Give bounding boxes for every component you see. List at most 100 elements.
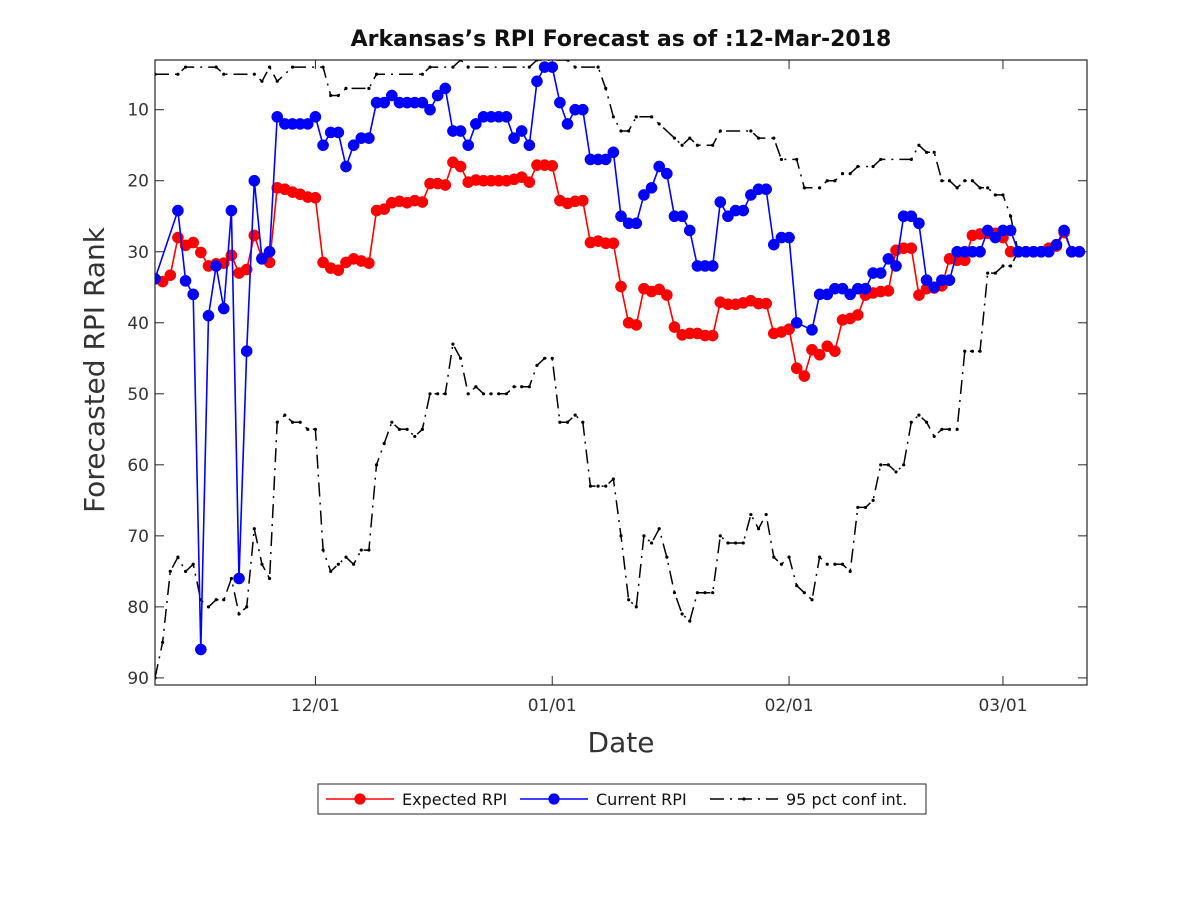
ci-point [726, 541, 730, 545]
current-rpi-point [523, 139, 536, 152]
ci-point [489, 392, 493, 396]
expected-rpi-point [660, 289, 673, 301]
ci-point [772, 555, 776, 559]
expected-rpi-point [546, 159, 559, 172]
ci-point [275, 420, 279, 424]
current-rpi-point [263, 245, 276, 258]
ci-point [397, 427, 402, 431]
expected-rpi-point [378, 203, 391, 215]
legend-swatch-marker [742, 797, 746, 801]
ci-point [428, 392, 432, 396]
ci-point [222, 598, 226, 602]
y-tick-label: 90 [127, 669, 149, 689]
current-rpi-point [1073, 245, 1086, 258]
ci-point [581, 420, 585, 424]
expected-rpi-point [187, 236, 200, 249]
ci-point [619, 534, 623, 538]
ci-point [321, 65, 325, 69]
ci-point [917, 143, 921, 147]
ci-point [688, 136, 692, 140]
expected-rpi-point [630, 319, 643, 331]
ci-point [963, 349, 967, 353]
ci-point [947, 427, 952, 431]
current-rpi-point [194, 643, 207, 656]
current-rpi-point [676, 210, 688, 223]
ci-point [672, 591, 677, 595]
ci-point [344, 555, 348, 559]
current-rpi-point [576, 103, 589, 116]
ci-point [474, 385, 478, 389]
ci-point [527, 65, 531, 69]
ci-point [657, 122, 661, 126]
ci-point [374, 463, 379, 467]
current-rpi-point [515, 125, 528, 137]
ci-point [336, 93, 340, 98]
ci-point [458, 60, 463, 62]
current-rpi-point [1058, 224, 1070, 237]
ci-point [688, 619, 692, 623]
ci-point [329, 93, 333, 98]
ci-point [374, 72, 379, 76]
ci-point [604, 484, 608, 488]
ci-point [390, 420, 394, 424]
expected-rpi-point [615, 280, 627, 293]
y-axis-label: Forecasted RPI Rank [78, 226, 111, 513]
y-tick-label: 10 [127, 101, 149, 121]
current-rpi-point [760, 183, 772, 196]
ci-point [978, 349, 982, 353]
current-rpi-point [217, 302, 230, 315]
ci-point [649, 541, 654, 545]
ci-point [206, 605, 211, 609]
legend-box [317, 783, 927, 815]
ci-point [779, 157, 784, 162]
ci-point [183, 65, 188, 69]
legend-swatch-marker [354, 793, 366, 805]
current-rpi-point [714, 196, 727, 208]
ci-point [336, 562, 340, 566]
ci-point [359, 548, 363, 552]
current-rpi-point [363, 132, 375, 144]
series-group [155, 60, 1086, 680]
current-rpi-point [1004, 224, 1017, 237]
expected-rpi-point [523, 176, 536, 189]
current-rpi-point [256, 253, 268, 265]
x-tick-label: 01/01 [528, 696, 577, 716]
ci-point [749, 512, 753, 517]
ci-point [527, 385, 531, 389]
ci-point [863, 505, 868, 510]
ci-point [909, 420, 913, 424]
expected-rpi-point [851, 309, 864, 321]
legend-label: Expected RPI [402, 790, 507, 809]
ci-point [856, 505, 860, 510]
ci-point [795, 157, 799, 162]
ci-point [367, 86, 371, 91]
current-rpi-point [561, 118, 574, 130]
current-rpi-point [630, 217, 643, 230]
ci-point [176, 555, 180, 559]
ci-point [420, 72, 424, 76]
ci-point [672, 136, 677, 140]
ci-point [611, 477, 615, 481]
ci-point [932, 434, 936, 439]
expected-rpi-point [706, 329, 719, 342]
ci-point [267, 576, 272, 581]
ci-point [917, 413, 921, 417]
ci-point [879, 463, 883, 467]
expected-rpi-point [363, 257, 375, 269]
ci-point [764, 512, 768, 517]
ci-point [856, 164, 860, 169]
ci-point [535, 60, 539, 62]
ci-point [955, 427, 959, 431]
ci-point [214, 65, 218, 69]
current-rpi-point [790, 316, 803, 329]
ci-point [772, 136, 776, 140]
ci-point [649, 115, 654, 119]
ci-point [267, 65, 272, 69]
ci-point [940, 179, 944, 183]
ci-point [711, 591, 715, 595]
current-rpi-point [905, 210, 918, 223]
chart-title: Arkansas’s RPI Forecast as of :12-Mar-20… [351, 27, 892, 52]
ci-point [466, 65, 470, 69]
current-rpi-point [431, 89, 444, 102]
ci-point [260, 79, 264, 83]
